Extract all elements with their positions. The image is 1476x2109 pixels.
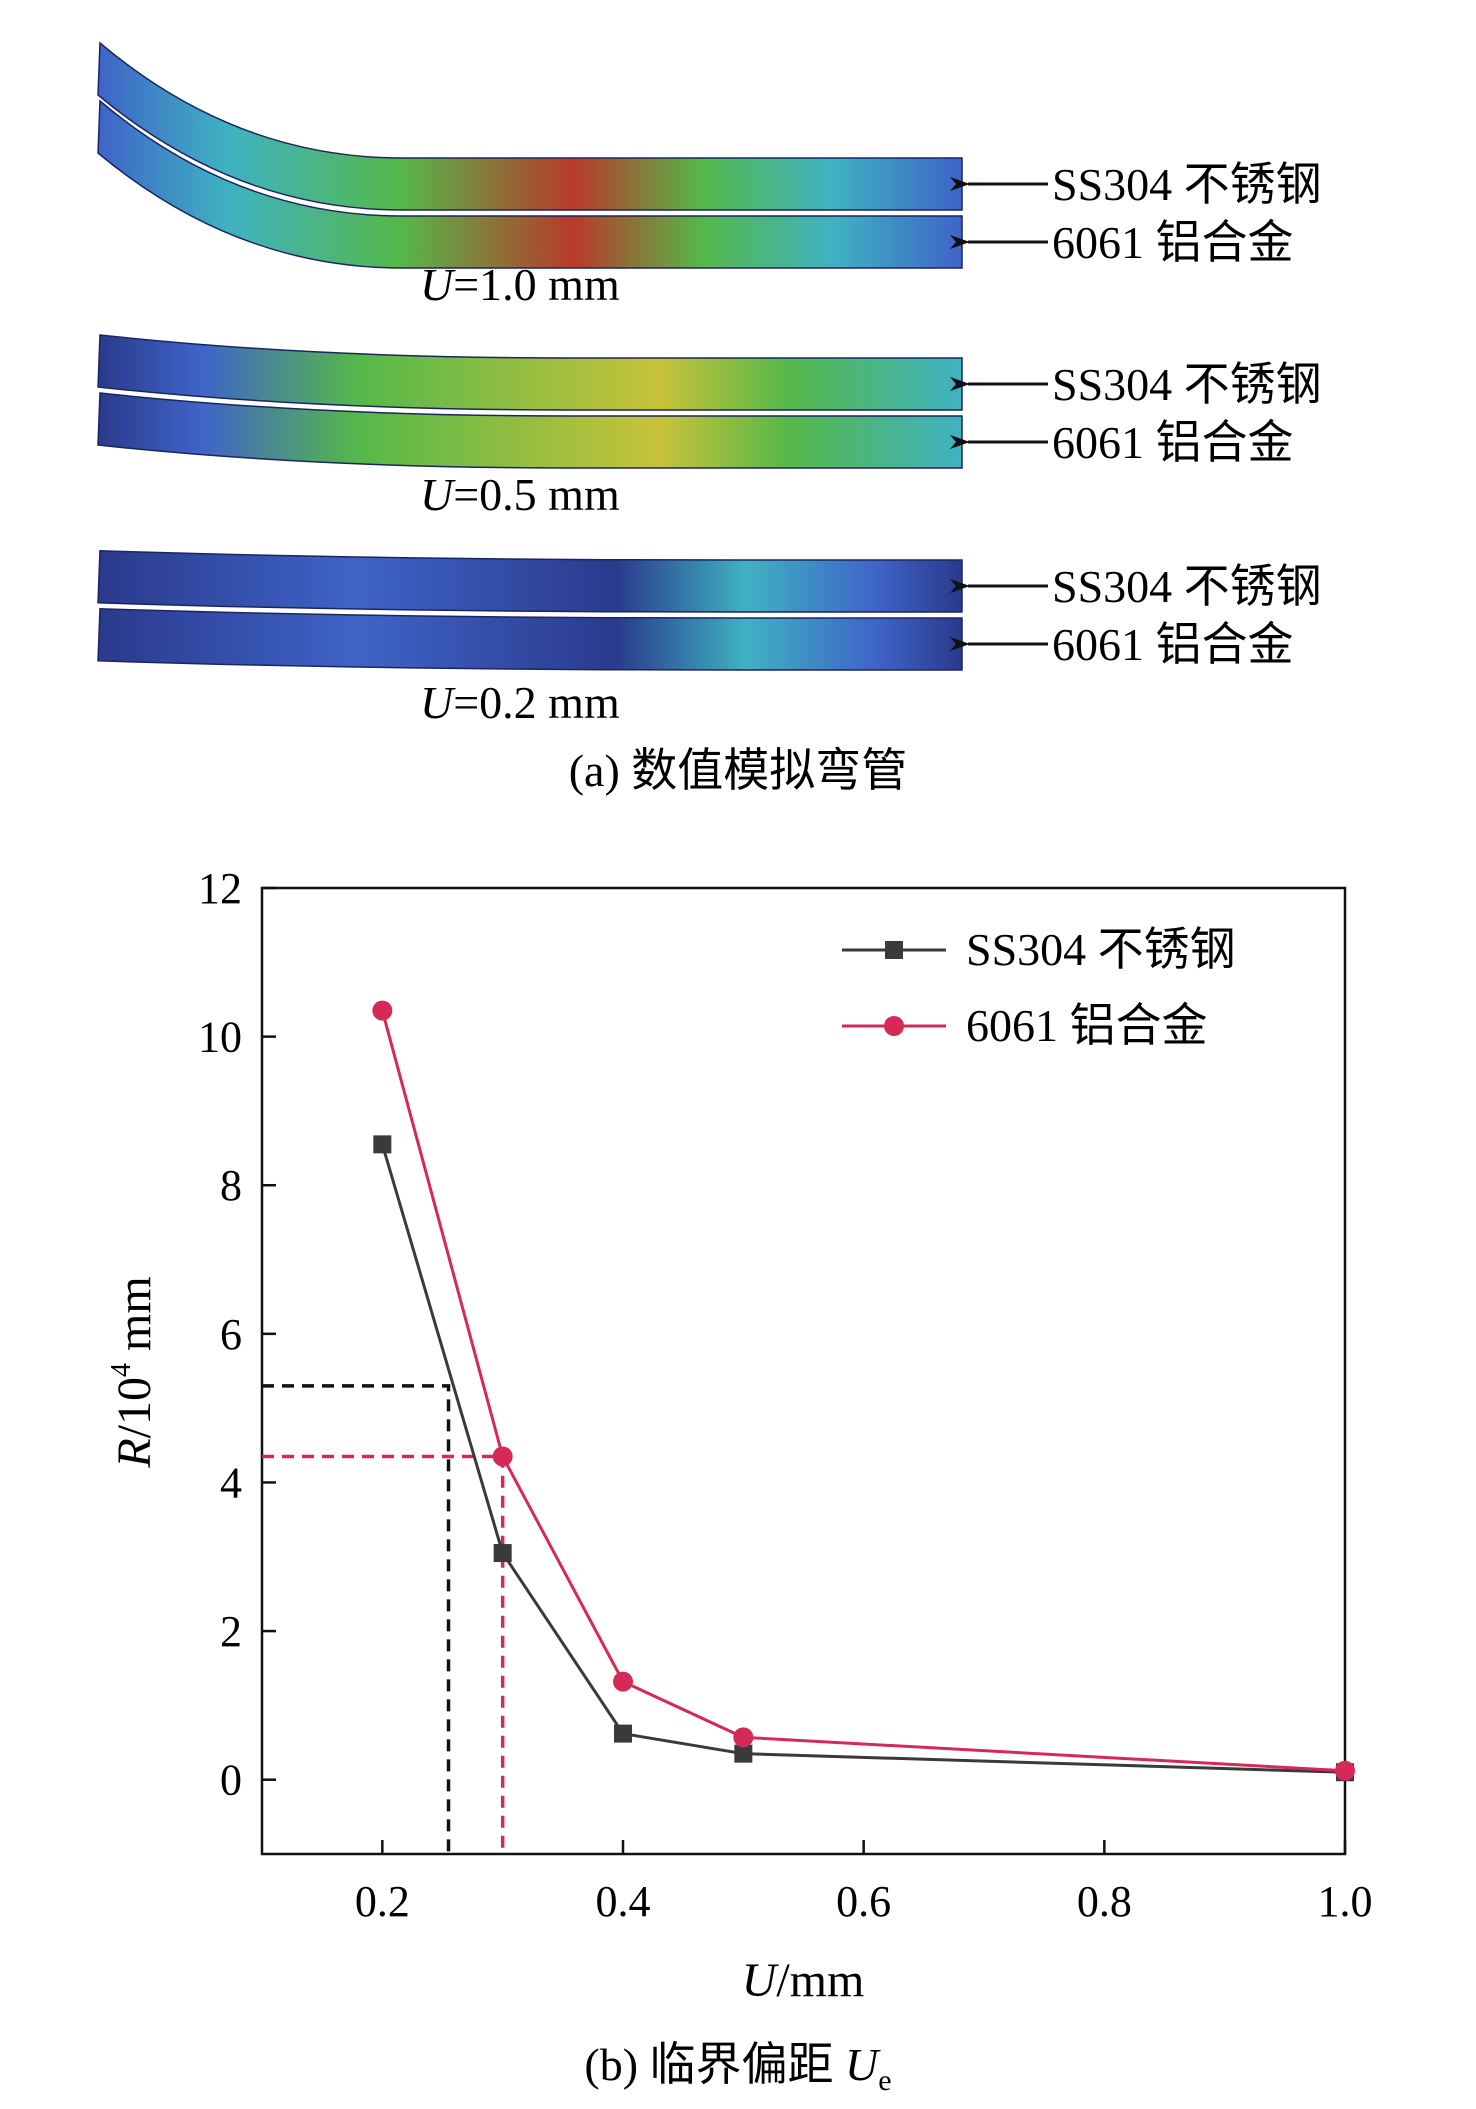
series-line	[380, 1143, 1346, 1774]
simulation-panel: SS304 不锈钢 6061 铝合金 U=1.0 mm SS304 不锈钢 6061 铝…	[97, 41, 1322, 728]
simulated-pipe	[97, 41, 963, 211]
critical-offset-line	[262, 1384, 451, 1854]
pipe-material-label: 6061 铝合金	[1052, 619, 1294, 670]
y-tick-label: 10	[198, 1013, 242, 1062]
critical-offset-line	[262, 1454, 505, 1854]
pipe-material-label: SS304 不锈钢	[1052, 159, 1322, 210]
simulated-pipe	[97, 608, 963, 671]
y-axis-label: R/104 mm	[106, 1276, 161, 1468]
series-line	[380, 1010, 1346, 1773]
deflection-label: U=1.0 mm	[420, 259, 620, 310]
simulated-pipe	[97, 99, 963, 269]
simulated-pipe	[97, 392, 963, 469]
x-tick-label: 0.4	[596, 1877, 651, 1926]
data-point	[613, 1671, 633, 1692]
panel-b-caption: (b) 临界偏距 Ue	[584, 2039, 891, 2097]
deflection-label: U=0.2 mm	[420, 677, 620, 728]
y-tick-label: 6	[220, 1310, 242, 1359]
legend: SS304 不锈钢 6061 铝合金	[842, 924, 1236, 1051]
simulated-pipe	[97, 550, 963, 613]
ticks-layer: 0.2 0.4 0.6 0.8 1.0 0 2 4 6 8 10 12	[198, 864, 1373, 1926]
data-point	[492, 1446, 513, 1467]
data-point	[493, 1544, 512, 1563]
pipe-material-label: SS304 不锈钢	[1052, 359, 1322, 410]
legend-marker	[885, 941, 903, 959]
x-tick-label: 1.0	[1318, 1877, 1373, 1926]
data-point	[614, 1724, 632, 1743]
data-point	[1335, 1760, 1355, 1781]
pipe-material-label: 6061 铝合金	[1052, 417, 1294, 468]
y-tick-label: 2	[220, 1607, 242, 1656]
legend-marker	[884, 1016, 904, 1036]
critical-offset-chart: 0.2 0.4 0.6 0.8 1.0 0 2 4 6 8 10 12 SS304 不锈钢 6061 铝…	[106, 864, 1373, 2007]
deflection-label: U=0.5 mm	[420, 469, 620, 520]
legend-label: 6061 铝合金	[966, 1000, 1208, 1051]
data-point	[372, 1000, 393, 1021]
y-tick-label: 4	[220, 1458, 242, 1507]
data-point	[733, 1727, 754, 1748]
y-tick-label: 12	[198, 864, 242, 913]
x-tick-label: 0.6	[836, 1877, 891, 1926]
panel-a-caption: (a) 数值模拟弯管	[569, 745, 908, 796]
y-tick-label: 0	[220, 1756, 242, 1805]
data-point	[734, 1744, 753, 1763]
pipe-material-label: SS304 不锈钢	[1052, 561, 1322, 612]
data-point	[373, 1135, 392, 1154]
pipe-material-label: 6061 铝合金	[1052, 217, 1294, 268]
series-layer	[372, 1000, 1355, 1782]
plot-frame	[260, 886, 1347, 1856]
y-tick-label: 8	[220, 1161, 242, 1210]
x-tick-label: 0.2	[355, 1877, 410, 1926]
simulated-pipe	[97, 334, 963, 411]
legend-label: SS304 不锈钢	[966, 924, 1236, 975]
x-axis-label: U/mm	[742, 1954, 865, 2007]
x-tick-label: 0.8	[1077, 1877, 1132, 1926]
critical-lines	[262, 1384, 505, 1854]
